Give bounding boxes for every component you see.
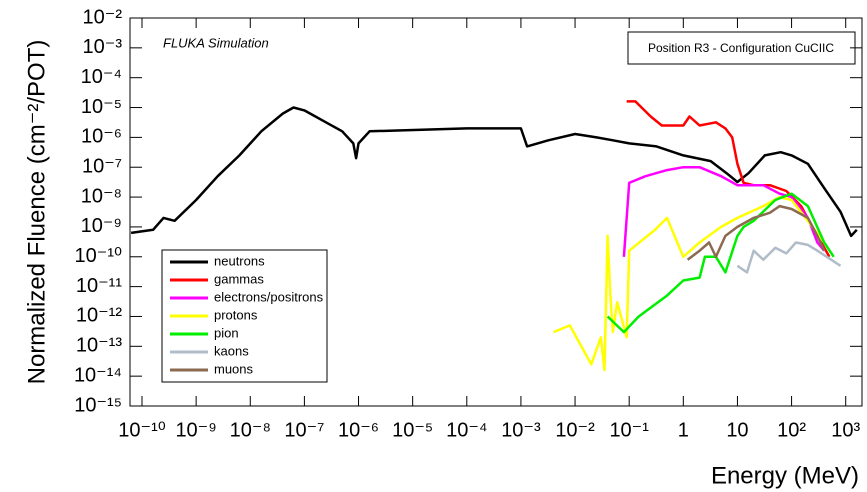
y-tick-label: 10⁻³	[83, 36, 123, 58]
y-tick-label: 10⁻⁴	[81, 66, 122, 88]
y-tick-label: 10⁻⁸	[81, 185, 122, 207]
y-tick-label: 10⁻¹⁰	[75, 245, 122, 267]
legend-label: muons	[214, 361, 254, 376]
y-tick-label: 10⁻¹²	[76, 305, 122, 327]
series-line	[130, 106, 858, 238]
x-tick-label: 10⁻⁸	[230, 419, 271, 441]
legend-label: protons	[214, 307, 258, 322]
y-tick-label: 10⁻¹³	[76, 335, 122, 357]
x-tick-label: 10⁻⁵	[392, 419, 433, 441]
info-box-text: Position R3 - Configuration CuCIIC	[648, 41, 834, 55]
annotation: FLUKA Simulation	[163, 35, 269, 50]
x-tick-label: 1	[678, 419, 689, 441]
x-tick-label: 10⁻¹	[609, 419, 649, 441]
y-tick-label: 10⁻¹⁵	[74, 394, 122, 416]
legend-label: electrons/positrons	[214, 289, 324, 304]
y-tick-label: 10⁻¹¹	[76, 275, 122, 297]
x-axis-title: Energy (MeV)	[711, 462, 859, 489]
series-line	[606, 192, 835, 334]
legend-label: kaons	[214, 343, 249, 358]
y-tick-label: 10⁻⁵	[81, 96, 122, 118]
y-tick-label: 10⁻²	[83, 6, 123, 28]
y-tick-label: 10⁻⁷	[82, 156, 122, 178]
x-tick-label: 10⁻⁴	[446, 419, 487, 441]
x-tick-label: 10⁻⁹	[175, 419, 216, 441]
x-tick-label: 10	[726, 419, 748, 441]
series-line	[553, 195, 826, 372]
series-line	[622, 165, 826, 257]
legend-label: gammas	[214, 271, 264, 286]
y-tick-label: 10⁻¹⁴	[74, 364, 122, 386]
series-line	[686, 204, 826, 261]
x-tick-label: 10²	[777, 419, 806, 441]
x-tick-label: 10⁻³	[501, 419, 541, 441]
legend-label: neutrons	[214, 253, 265, 268]
y-axis-title: Normalized Fluence (cm⁻²/POT)	[23, 40, 50, 385]
x-tick-label: 10⁻²	[555, 419, 595, 441]
y-tick-label: 10⁻⁹	[81, 215, 122, 237]
x-tick-label: 10³	[831, 419, 860, 441]
info-box	[627, 31, 856, 65]
x-tick-label: 10⁻¹⁰	[118, 419, 165, 441]
plot-frame	[129, 17, 863, 407]
legend-label: pion	[214, 325, 239, 340]
x-tick-label: 10⁻⁶	[338, 419, 379, 441]
x-tick-label: 10⁻⁷	[284, 419, 324, 441]
y-tick-label: 10⁻⁶	[81, 126, 122, 148]
series-line	[736, 241, 842, 274]
